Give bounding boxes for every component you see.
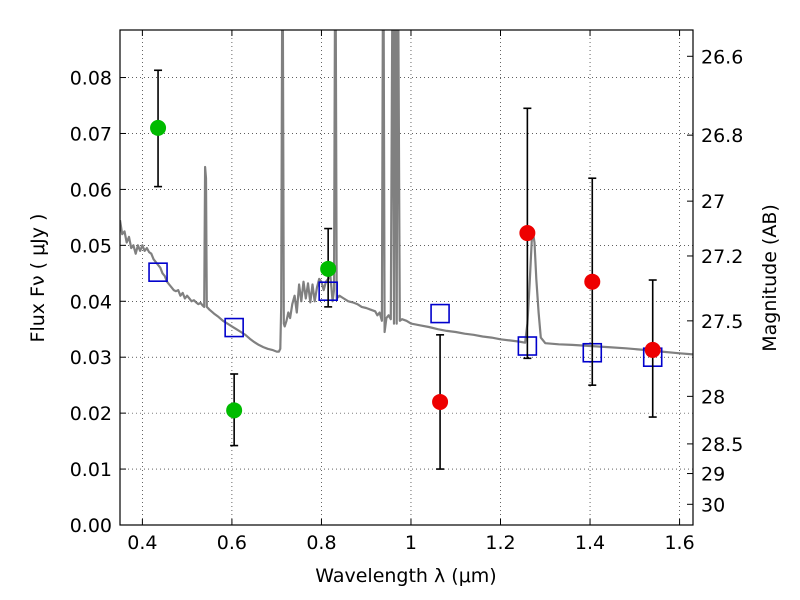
x-tick-label: 0.6 (217, 532, 247, 554)
y-tick-label: 0.01 (70, 459, 112, 481)
right-tick-label: 27.2 (701, 246, 743, 268)
red-data-point (644, 341, 661, 358)
right-tick-label: 30 (701, 494, 725, 516)
red-data-point (519, 225, 536, 242)
y-tick-label: 0.02 (70, 403, 112, 425)
plot-series (120, 30, 693, 356)
x-tick-label: 1 (405, 532, 417, 554)
markers (148, 69, 663, 470)
y-tick-label: 0.05 (70, 235, 112, 257)
x-tick-label: 0.8 (306, 532, 336, 554)
model-photometry-box (224, 317, 244, 338)
y-tick-label: 0.03 (70, 347, 112, 369)
right-tick-label: 27.5 (701, 311, 743, 333)
green-data-point (320, 260, 337, 277)
red-data-point (584, 273, 601, 290)
model-spectrum-line (120, 30, 693, 356)
y-tick-label: 0.04 (70, 291, 112, 313)
x-tick-label: 1.6 (664, 532, 694, 554)
y-axis-label: Flux Fν ( μJy ) (27, 214, 49, 343)
green-data-point (150, 119, 167, 136)
right-tick-label: 27 (701, 191, 725, 213)
right-tick-label: 29 (701, 464, 725, 486)
y-tick-label: 0.08 (70, 68, 112, 90)
red-data-point (432, 393, 449, 410)
y-tick-label: 0.07 (70, 123, 112, 145)
x-axis-label: Wavelength λ (μm) (315, 565, 496, 587)
grid-lines (120, 30, 693, 526)
x-tick-label: 1.2 (485, 532, 515, 554)
y-tick-label: 0.06 (70, 179, 112, 201)
axis-ticks: 0.4 0.6 0.8 1 1.2 1.4 1.6 0.00 0.01 0.02 0.03 0.04 0… (70, 30, 743, 554)
right-tick-label: 28 (701, 386, 725, 408)
x-tick-label: 1.4 (575, 532, 605, 554)
y-tick-label: 0.00 (70, 515, 112, 537)
plot-frame (119, 29, 694, 526)
model-photometry-box (430, 303, 450, 324)
right-tick-label: 26.6 (701, 46, 743, 68)
green-data-point (226, 402, 243, 419)
right-tick-label: 28.5 (701, 434, 743, 456)
right-tick-label: 26.8 (701, 125, 743, 147)
model-photometry-box (148, 262, 168, 282)
right-axis-label: Magnitude (AB) (759, 204, 781, 352)
x-tick-label: 0.4 (127, 532, 157, 554)
